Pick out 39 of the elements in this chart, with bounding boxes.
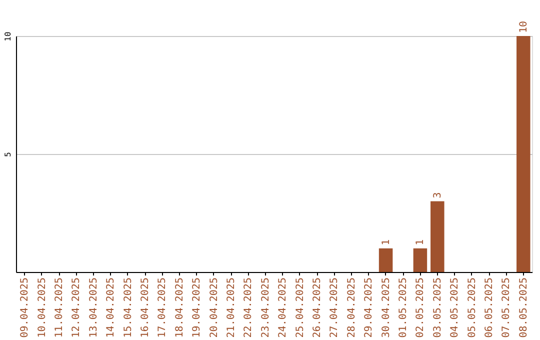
x-tick-label: 27.04.2025 bbox=[329, 278, 340, 338]
x-tick-label: 12.04.2025 bbox=[71, 278, 82, 338]
data-label: 1 bbox=[415, 239, 426, 246]
bar bbox=[413, 248, 428, 272]
x-tick-label: 30.04.2025 bbox=[380, 278, 392, 338]
data-label: 10 bbox=[518, 20, 530, 33]
x-tick-label: 29.04.2025 bbox=[364, 278, 375, 338]
y-tick-label: 5 bbox=[4, 152, 12, 157]
x-tick-label: 14.04.2025 bbox=[106, 278, 117, 338]
data-label: 1 bbox=[380, 239, 392, 246]
x-tick-label: 02.05.2025 bbox=[415, 278, 426, 338]
x-tick-label: 01.05.2025 bbox=[398, 278, 409, 338]
x-tick-label: 23.04.2025 bbox=[260, 278, 272, 338]
x-tick-label: 20.04.2025 bbox=[208, 278, 220, 338]
x-tick-label: 28.04.2025 bbox=[346, 278, 358, 338]
x-tick-label: 22.04.2025 bbox=[243, 278, 254, 338]
x-tick-label: 26.04.2025 bbox=[312, 278, 323, 338]
x-tick-label: 16.04.2025 bbox=[140, 278, 151, 338]
x-tick-label: 18.04.2025 bbox=[174, 278, 186, 338]
x-tick-label: 11.04.2025 bbox=[54, 278, 65, 338]
x-tick-label: 24.04.2025 bbox=[278, 278, 289, 338]
x-tick-label: 13.04.2025 bbox=[88, 278, 100, 338]
x-tick-label: 04.05.2025 bbox=[450, 278, 461, 338]
x-tick-label: 06.05.2025 bbox=[484, 278, 495, 338]
x-tick-label: 07.05.2025 bbox=[501, 278, 512, 338]
x-tick-label: 19.04.2025 bbox=[192, 278, 203, 338]
data-label: 3 bbox=[432, 192, 444, 198]
x-tick-label: 25.04.2025 bbox=[294, 278, 306, 338]
x-tick-label: 21.04.2025 bbox=[226, 278, 237, 338]
x-tick-label: 15.04.2025 bbox=[122, 278, 134, 338]
bar bbox=[430, 201, 444, 272]
x-tick-label: 10.04.2025 bbox=[36, 278, 48, 338]
x-tick-label: 17.04.2025 bbox=[157, 278, 168, 338]
x-tick-label: 03.05.2025 bbox=[432, 278, 444, 338]
x-tick-label: 05.05.2025 bbox=[466, 278, 478, 338]
bar bbox=[378, 248, 393, 272]
x-tick-label: 09.04.2025 bbox=[20, 278, 31, 338]
x-tick-label: 08.05.2025 bbox=[518, 278, 530, 338]
bar bbox=[516, 36, 530, 272]
